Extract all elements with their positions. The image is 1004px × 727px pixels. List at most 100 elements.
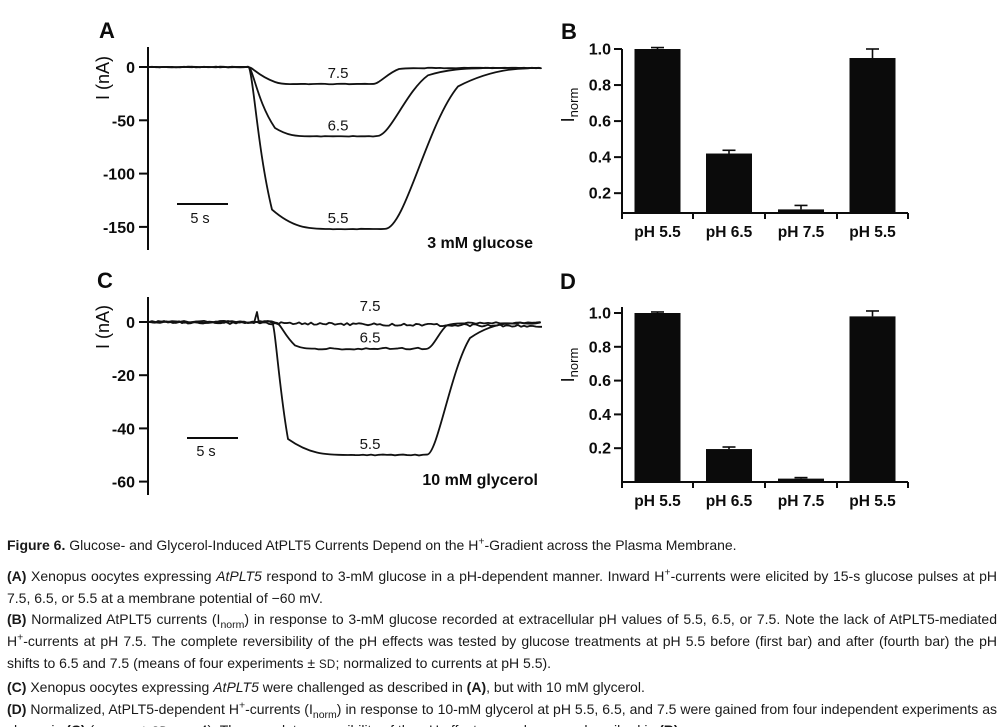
- y-tick-label: 0.8: [589, 339, 611, 356]
- bar: [778, 209, 824, 213]
- y-tick-label: 1.0: [589, 306, 611, 323]
- trace-ph-label: 7.5: [328, 65, 349, 82]
- caption-text-segment: n: [176, 722, 184, 727]
- category-label: pH 5.5: [849, 224, 896, 241]
- panel-letter: D: [560, 269, 576, 294]
- bar: [849, 58, 896, 214]
- caption-text-segment: = 4). The complete reversibility of the …: [184, 722, 659, 727]
- y-tick-label: 0.2: [589, 186, 611, 203]
- caption-text-segment: -Gradient across the Plasma Membrane.: [484, 537, 737, 553]
- scalebar-label: 5 s: [190, 211, 209, 227]
- figure-caption: Figure 6. Glucose- and Glycerol-Induced …: [7, 535, 997, 727]
- caption-text-segment: norm: [220, 619, 245, 632]
- caption-text-segment: ,: [168, 722, 176, 727]
- caption-text-segment: -currents at pH 7.5. The complete revers…: [7, 633, 997, 671]
- caption-text-segment: Normalized, AtPLT5-dependent H: [26, 700, 239, 717]
- caption-text-segment: Normalized AtPLT5 currents (I: [26, 611, 221, 628]
- caption-text-segment: (D): [7, 700, 27, 717]
- caption-text-segment: (means ±: [86, 722, 152, 727]
- caption-text-segment: Xenopus oocytes expressing: [26, 567, 217, 584]
- caption-text-segment: , but with 10 mM glycerol.: [486, 678, 645, 695]
- caption-text-segment: +: [478, 535, 485, 548]
- scalebar-label: 5 s: [196, 444, 215, 460]
- category-label: pH 6.5: [706, 493, 753, 510]
- bar: [634, 49, 681, 213]
- category-label: pH 5.5: [634, 493, 681, 510]
- trace-ph-label: 5.5: [360, 436, 381, 453]
- category-label: pH 5.5: [634, 224, 681, 241]
- caption-text-segment: ) in response to 3-mM glucose recorded a…: [7, 611, 997, 650]
- bar: [849, 316, 896, 482]
- y-axis-label: I (nA): [93, 305, 113, 349]
- category-label: pH 7.5: [778, 493, 825, 510]
- caption-text-segment: (A): [466, 678, 487, 695]
- caption-text-segment: respond to 3-mM glucose in a pH-dependen…: [261, 567, 665, 584]
- trace-ph-label: 5.5: [328, 210, 349, 227]
- caption-text-segment: +: [664, 566, 671, 579]
- bar: [634, 313, 681, 482]
- panel-letter: A: [99, 18, 115, 43]
- y-tick-label: -20: [112, 368, 135, 385]
- y-tick-label: 1.0: [589, 42, 611, 59]
- y-tick-label: 0.6: [589, 114, 611, 131]
- panel-d-bar-chart: 1.0 0.8 0.6 0.4 0.2 Inorm DpH 5.5 pH 6.5 pH 7.5 p…: [558, 269, 909, 510]
- bar: [706, 449, 752, 483]
- y-axis-label-subscript: norm: [566, 88, 581, 118]
- y-tick-label: -150: [103, 220, 135, 237]
- panel-letter: B: [561, 19, 577, 44]
- trace-ph-label: 6.5: [328, 117, 349, 134]
- caption-text-segment: -currents (I: [245, 700, 313, 717]
- caption-text-segment: norm: [312, 708, 337, 721]
- caption-text-segment: (A): [7, 567, 27, 584]
- trace-ph-5.5: [148, 65, 540, 231]
- y-tick-label: -100: [103, 167, 135, 184]
- y-axis-label: Inorm: [558, 88, 581, 123]
- y-tick-label: 0.2: [589, 441, 611, 458]
- caption-text-segment: AtPLT5: [213, 678, 259, 695]
- y-axis-label: I (nA): [93, 56, 113, 100]
- y-tick-label: 0: [126, 60, 135, 77]
- caption-heading: Figure 6. Glucose- and Glycerol-Induced …: [7, 535, 997, 557]
- caption-paragraph-d: (D) Normalized, AtPLT5-dependent H+-curr…: [7, 699, 997, 727]
- y-axis-label: Inorm: [558, 348, 581, 383]
- caption-paragraph-a: (A) Xenopus oocytes expressing AtPLT5 re…: [7, 566, 997, 610]
- y-tick-label: -60: [112, 475, 135, 492]
- bar: [706, 153, 752, 214]
- caption-text-segment: Xenopus oocytes expressing: [26, 678, 214, 695]
- y-tick-label: -40: [112, 421, 135, 438]
- category-label: pH 6.5: [706, 224, 753, 241]
- category-label: pH 5.5: [849, 493, 896, 510]
- panel-b-bar-chart: 1.0 0.8 0.6 0.4 0.2 Inorm BpH 5.5 pH 6.5 pH 7.5 p…: [558, 19, 909, 241]
- caption-text-segment: ; normalized to currents at pH 5.5).: [335, 654, 552, 671]
- caption-text-segment: (C): [7, 678, 27, 695]
- y-tick-label: 0.8: [589, 78, 611, 95]
- bar: [778, 478, 824, 483]
- trace-ph-label: 6.5: [360, 330, 381, 347]
- panel-c-current-trace-chart: 0 -20 -40 -60 I (nA) C 5 s 10 mM glycerol 7.5 6.5…: [93, 268, 542, 495]
- y-tick-label: -50: [112, 113, 135, 130]
- caption-text-segment: SD: [318, 658, 336, 671]
- trace-ph-7.5: [148, 311, 542, 328]
- caption-paragraph-b: (B) Normalized AtPLT5 currents (Inorm) i…: [7, 609, 997, 676]
- caption-text-segment: +: [238, 698, 246, 711]
- caption-text-segment: (B): [7, 611, 27, 628]
- caption-text-segment: ) in response to 10-mM glycerol at pH 5.…: [7, 700, 997, 727]
- trace-ph-label: 7.5: [360, 298, 381, 315]
- caption-text-segment: were challenged as described in: [258, 678, 467, 695]
- caption-text-segment: AtPLT5: [216, 567, 262, 584]
- caption-text-segment: Glucose- and Glycerol-Induced AtPLT5 Cur…: [65, 537, 479, 553]
- y-tick-label: 0.6: [589, 373, 611, 390]
- trace-ph-5.5: [148, 320, 541, 457]
- caption-text-segment: .: [679, 722, 683, 727]
- condition-label: 10 mM glycerol: [422, 472, 538, 489]
- y-axis-label-subscript: norm: [566, 348, 581, 378]
- caption-text-segment: (C): [66, 722, 85, 727]
- caption-text-segment: (B): [659, 722, 678, 727]
- caption-text-segment: +: [17, 631, 24, 644]
- caption-paragraph-c: (C) Xenopus oocytes expressing AtPLT5 we…: [7, 677, 997, 699]
- caption-text-segment: Figure 6.: [7, 537, 66, 553]
- y-tick-label: 0.4: [589, 407, 611, 424]
- panel-a-current-trace-chart: 0 -50 -100 -150 I (nA) A 5 s 3 mM glucose 7.5 6.5…: [93, 18, 542, 252]
- y-tick-label: 0: [126, 315, 135, 332]
